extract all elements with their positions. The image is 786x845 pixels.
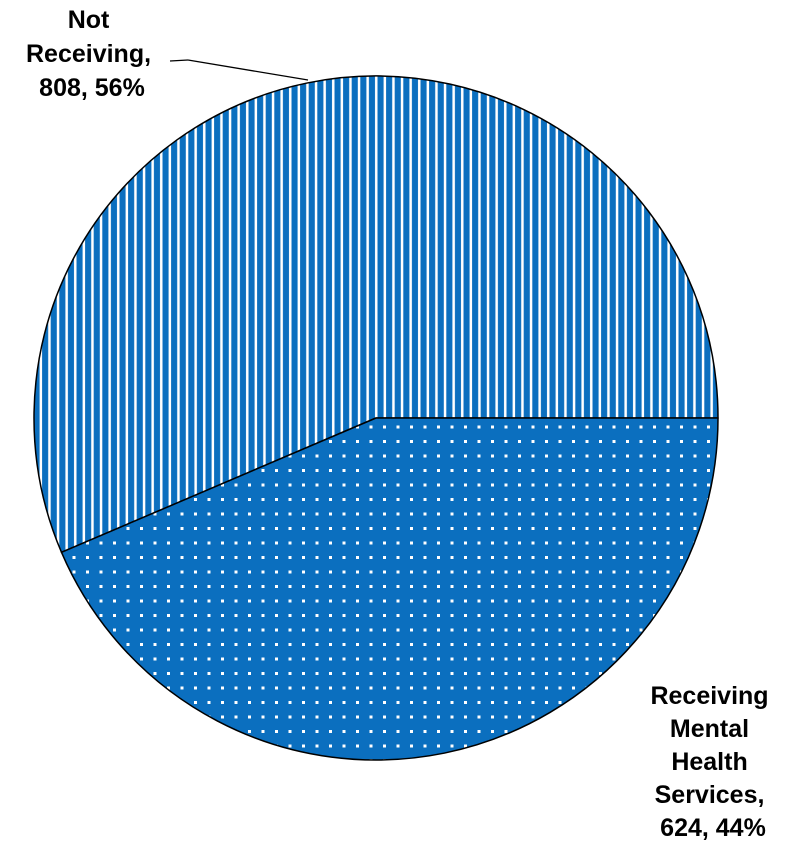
label-line: Services, [655, 781, 765, 809]
pie-slice-not-receiving [33, 75, 719, 554]
leader-line-not-receiving [169, 59, 189, 62]
label-line: Receiving [650, 682, 768, 710]
label-line: Health [671, 748, 747, 776]
label-line: Mental [670, 715, 749, 743]
label-line: 624, 44% [660, 814, 766, 842]
slice-label-receiving-services: Receiving Mental Health Services, 624, 4… [650, 682, 775, 842]
label-line: Receiving, [26, 40, 151, 68]
label-line: Not [68, 6, 110, 34]
pie-slices [33, 75, 719, 761]
label-line: 808, 56% [39, 74, 145, 102]
leader-line-not-receiving-2 [187, 59, 309, 81]
pie-slice-receiving-services [60, 417, 719, 761]
slice-label-not-receiving: Not Receiving, 808, 56% [26, 6, 158, 102]
